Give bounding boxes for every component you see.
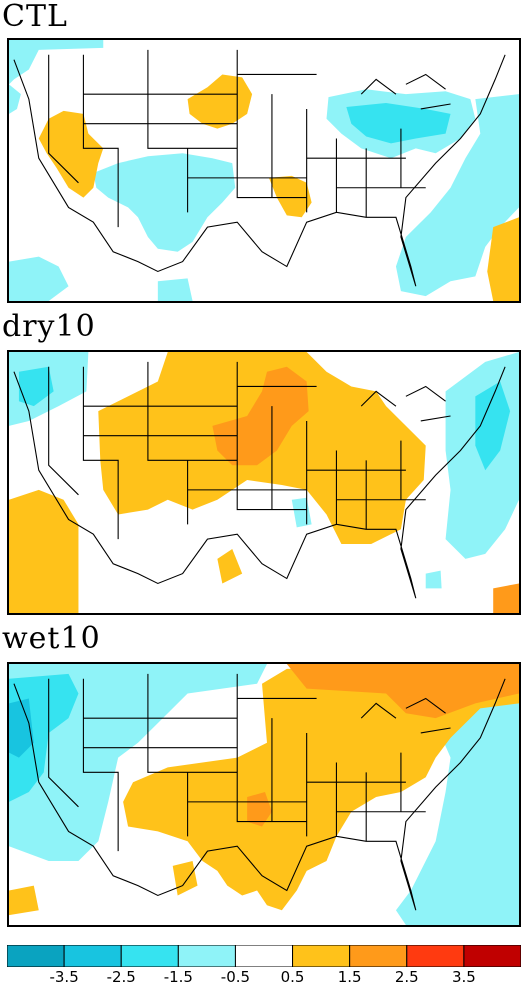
- colorbar-bin: [120, 944, 179, 968]
- colorbar-tick-label: 2.5: [394, 968, 419, 986]
- us-boundaries-wet10: [13, 673, 506, 911]
- colorbar-tick-label: 1.5: [337, 968, 362, 986]
- us-boundaries-ctl: [13, 49, 506, 287]
- colorbar: [6, 944, 522, 968]
- colorbar-bin: [292, 944, 351, 968]
- colorbar-tick-label: 0.5: [280, 968, 305, 986]
- us-boundaries-dry10: [13, 361, 506, 599]
- colorbar-tick-label: -2.5: [106, 968, 136, 986]
- panel-title-ctl: CTL: [2, 0, 68, 34]
- panel-title-wet10: wet10: [2, 621, 101, 656]
- colorbar-bin: [63, 944, 122, 968]
- colorbar-bins: [6, 944, 522, 968]
- colorbar-tick-labels: -3.5 -2.5 -1.5 -0.5 0.5 1.5 2.5 3.5: [7, 968, 521, 988]
- map-panel-ctl: [7, 38, 521, 303]
- colorbar-bin: [6, 944, 65, 968]
- map-panel-wet10: [7, 662, 521, 927]
- colorbar-bin: [406, 944, 465, 968]
- colorbar-bin: [177, 944, 236, 968]
- colorbar-bin: [234, 944, 294, 968]
- colorbar-bin: [349, 944, 408, 968]
- colorbar-tick-label: -0.5: [220, 968, 251, 986]
- colorbar-tick-label: -1.5: [163, 968, 193, 986]
- colorbar-tick-label: -3.5: [49, 968, 79, 986]
- map-panel-dry10: [7, 350, 521, 615]
- panel-title-dry10: dry10: [2, 309, 96, 344]
- colorbar-tick-label: 3.5: [451, 968, 476, 986]
- colorbar-bin: [463, 944, 522, 968]
